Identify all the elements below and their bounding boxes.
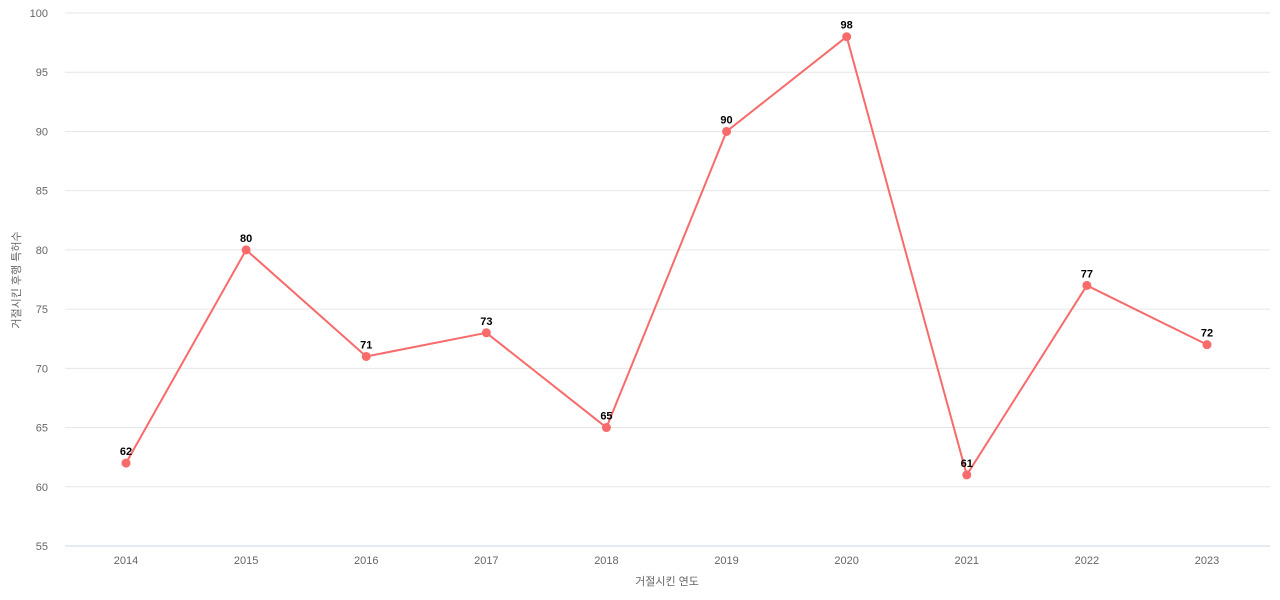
data-point-label: 62 <box>120 446 132 458</box>
data-point-label: 72 <box>1201 328 1213 340</box>
data-point-label: 80 <box>240 233 252 245</box>
x-tick-label: 2015 <box>234 555 258 567</box>
data-point[interactable] <box>1202 340 1212 350</box>
y-tick-label: 85 <box>36 186 48 198</box>
x-tick-label: 2021 <box>955 555 979 567</box>
y-tick-label: 90 <box>36 126 48 138</box>
y-tick-label: 95 <box>36 67 48 79</box>
data-point-label: 65 <box>600 411 612 423</box>
data-point[interactable] <box>962 470 972 480</box>
data-point[interactable] <box>361 351 371 361</box>
x-tick-label: 2022 <box>1075 555 1099 567</box>
x-axis-title: 거절시킨 연도 <box>635 576 699 588</box>
x-tick-label: 2023 <box>1195 555 1219 567</box>
data-point-label: 98 <box>841 20 853 32</box>
data-point-label: 90 <box>720 114 732 126</box>
x-tick-label: 2019 <box>714 555 738 567</box>
y-tick-label: 65 <box>36 423 48 435</box>
x-tick-label: 2020 <box>834 555 858 567</box>
data-point-label: 61 <box>961 458 973 470</box>
y-axis-title: 거절시킨 후행 특허수 <box>11 231 23 329</box>
data-point[interactable] <box>722 126 732 136</box>
x-tick-label: 2018 <box>594 555 618 567</box>
y-tick-label: 70 <box>36 363 48 375</box>
x-tick-label: 2017 <box>474 555 498 567</box>
data-point[interactable] <box>1082 280 1092 290</box>
y-tick-label: 60 <box>36 482 48 494</box>
y-tick-label: 80 <box>36 245 48 257</box>
y-tick-label: 55 <box>36 541 48 553</box>
series-line <box>125 35 1208 476</box>
data-point[interactable] <box>241 245 251 255</box>
y-tick-label: 75 <box>36 304 48 316</box>
data-point[interactable] <box>481 328 491 338</box>
data-point[interactable] <box>601 423 611 433</box>
data-point-label: 77 <box>1081 268 1093 280</box>
data-point-label: 73 <box>480 316 492 328</box>
x-tick-label: 2014 <box>114 555 138 567</box>
y-tick-label: 100 <box>30 8 48 20</box>
data-point[interactable] <box>121 458 131 468</box>
data-point-label: 71 <box>360 339 372 351</box>
x-tick-label: 2016 <box>354 555 378 567</box>
data-point[interactable] <box>842 32 852 42</box>
